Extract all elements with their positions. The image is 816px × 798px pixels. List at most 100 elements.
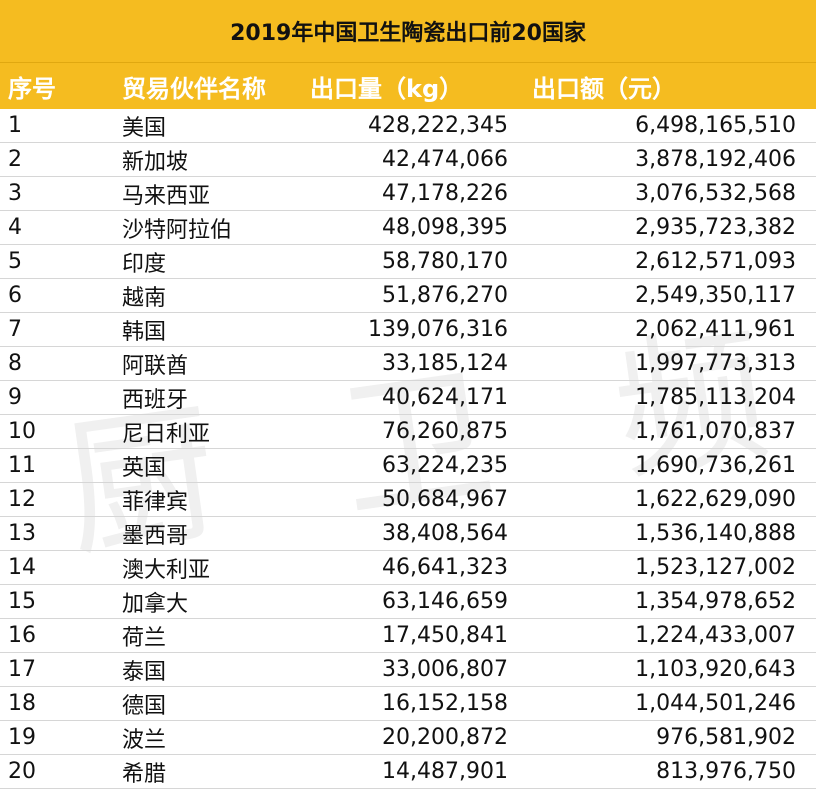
table-row: 20 希腊 14,487,901 813,976,750 (0, 754, 816, 789)
rank-cell: 7 (0, 312, 112, 347)
rank-cell: 15 (0, 584, 112, 619)
country-cell: 越南 (112, 278, 302, 313)
rank-cell: 1 (0, 109, 112, 143)
amount-cell: 1,536,140,888 (512, 516, 816, 551)
country-cell: 马来西亚 (112, 176, 302, 211)
amount-cell: 2,935,723,382 (512, 210, 816, 245)
amount-cell: 2,062,411,961 (512, 312, 816, 347)
country-cell: 西班牙 (112, 380, 302, 415)
country-cell: 加拿大 (112, 584, 302, 619)
quantity-cell: 14,487,901 (302, 754, 512, 789)
amount-cell: 1,354,978,652 (512, 584, 816, 619)
table-row: 16 荷兰 17,450,841 1,224,433,007 (0, 618, 816, 653)
quantity-cell: 47,178,226 (302, 176, 512, 211)
quantity-cell: 76,260,875 (302, 414, 512, 449)
country-cell: 荷兰 (112, 618, 302, 653)
rank-cell: 10 (0, 414, 112, 449)
quantity-cell: 139,076,316 (302, 312, 512, 347)
country-cell: 印度 (112, 244, 302, 279)
table-row: 12 菲律宾 50,684,967 1,622,629,090 (0, 482, 816, 517)
table-row: 18 德国 16,152,158 1,044,501,246 (0, 686, 816, 721)
amount-cell: 3,076,532,568 (512, 176, 816, 211)
quantity-cell: 428,222,345 (302, 109, 512, 143)
quantity-cell: 38,408,564 (302, 516, 512, 551)
rank-cell: 12 (0, 482, 112, 517)
amount-cell: 1,044,501,246 (512, 686, 816, 721)
quantity-cell: 63,146,659 (302, 584, 512, 619)
country-cell: 新加坡 (112, 142, 302, 177)
table-row: 11 英国 63,224,235 1,690,736,261 (0, 448, 816, 483)
rank-cell: 16 (0, 618, 112, 653)
quantity-cell: 48,098,395 (302, 210, 512, 245)
amount-cell: 1,690,736,261 (512, 448, 816, 483)
quantity-cell: 17,450,841 (302, 618, 512, 653)
table-row: 6 越南 51,876,270 2,549,350,117 (0, 278, 816, 313)
quantity-cell: 63,224,235 (302, 448, 512, 483)
quantity-cell: 42,474,066 (302, 142, 512, 177)
country-cell: 尼日利亚 (112, 414, 302, 449)
amount-cell: 813,976,750 (512, 754, 816, 789)
quantity-cell: 46,641,323 (302, 550, 512, 585)
table-title: 2019年中国卫生陶瓷出口前20国家 (0, 0, 816, 63)
quantity-cell: 51,876,270 (302, 278, 512, 313)
country-cell: 美国 (112, 109, 302, 143)
quantity-cell: 33,185,124 (302, 346, 512, 381)
quantity-cell: 20,200,872 (302, 720, 512, 755)
table-row: 9 西班牙 40,624,171 1,785,113,204 (0, 380, 816, 415)
country-cell: 英国 (112, 448, 302, 483)
table-row: 19 波兰 20,200,872 976,581,902 (0, 720, 816, 755)
amount-cell: 1,224,433,007 (512, 618, 816, 653)
amount-cell: 2,549,350,117 (512, 278, 816, 313)
country-cell: 希腊 (112, 754, 302, 789)
table-row: 14 澳大利亚 46,641,323 1,523,127,002 (0, 550, 816, 585)
amount-cell: 1,103,920,643 (512, 652, 816, 687)
amount-cell: 1,761,070,837 (512, 414, 816, 449)
table-row: 8 阿联酋 33,185,124 1,997,773,313 (0, 346, 816, 381)
country-cell: 德国 (112, 686, 302, 721)
table-row: 4 沙特阿拉伯 48,098,395 2,935,723,382 (0, 210, 816, 245)
country-cell: 沙特阿拉伯 (112, 210, 302, 245)
table-row: 17 泰国 33,006,807 1,103,920,643 (0, 652, 816, 687)
amount-cell: 1,785,113,204 (512, 380, 816, 415)
column-header-country: 贸易伙伴名称 (112, 62, 302, 109)
country-cell: 菲律宾 (112, 482, 302, 517)
table-row: 5 印度 58,780,170 2,612,571,093 (0, 244, 816, 279)
table-row: 7 韩国 139,076,316 2,062,411,961 (0, 312, 816, 347)
rank-cell: 13 (0, 516, 112, 551)
rank-cell: 14 (0, 550, 112, 585)
column-header-quantity: 出口量（kg） (302, 62, 512, 109)
quantity-cell: 50,684,967 (302, 482, 512, 517)
quantity-cell: 40,624,171 (302, 380, 512, 415)
table-row: 10 尼日利亚 76,260,875 1,761,070,837 (0, 414, 816, 449)
amount-cell: 3,878,192,406 (512, 142, 816, 177)
amount-cell: 2,612,571,093 (512, 244, 816, 279)
rank-cell: 4 (0, 210, 112, 245)
rank-cell: 8 (0, 346, 112, 381)
country-cell: 韩国 (112, 312, 302, 347)
amount-cell: 1,523,127,002 (512, 550, 816, 585)
rank-cell: 19 (0, 720, 112, 755)
table-row: 1 美国 428,222,345 6,498,165,510 (0, 109, 816, 143)
amount-cell: 976,581,902 (512, 720, 816, 755)
table-row: 13 墨西哥 38,408,564 1,536,140,888 (0, 516, 816, 551)
rank-cell: 3 (0, 176, 112, 211)
rank-cell: 18 (0, 686, 112, 721)
country-cell: 泰国 (112, 652, 302, 687)
rank-cell: 2 (0, 142, 112, 177)
rank-cell: 20 (0, 754, 112, 789)
country-cell: 墨西哥 (112, 516, 302, 551)
amount-cell: 6,498,165,510 (512, 109, 816, 143)
column-header-amount: 出口额（元） (512, 62, 816, 109)
table-row: 15 加拿大 63,146,659 1,354,978,652 (0, 584, 816, 619)
rank-cell: 17 (0, 652, 112, 687)
rank-cell: 11 (0, 448, 112, 483)
column-header-rank: 序号 (0, 62, 112, 109)
quantity-cell: 33,006,807 (302, 652, 512, 687)
amount-cell: 1,997,773,313 (512, 346, 816, 381)
amount-cell: 1,622,629,090 (512, 482, 816, 517)
rank-cell: 9 (0, 380, 112, 415)
quantity-cell: 58,780,170 (302, 244, 512, 279)
table-body: 1 美国 428,222,345 6,498,165,510 2 新加坡 42,474,06… (0, 109, 816, 789)
country-cell: 阿联酋 (112, 346, 302, 381)
